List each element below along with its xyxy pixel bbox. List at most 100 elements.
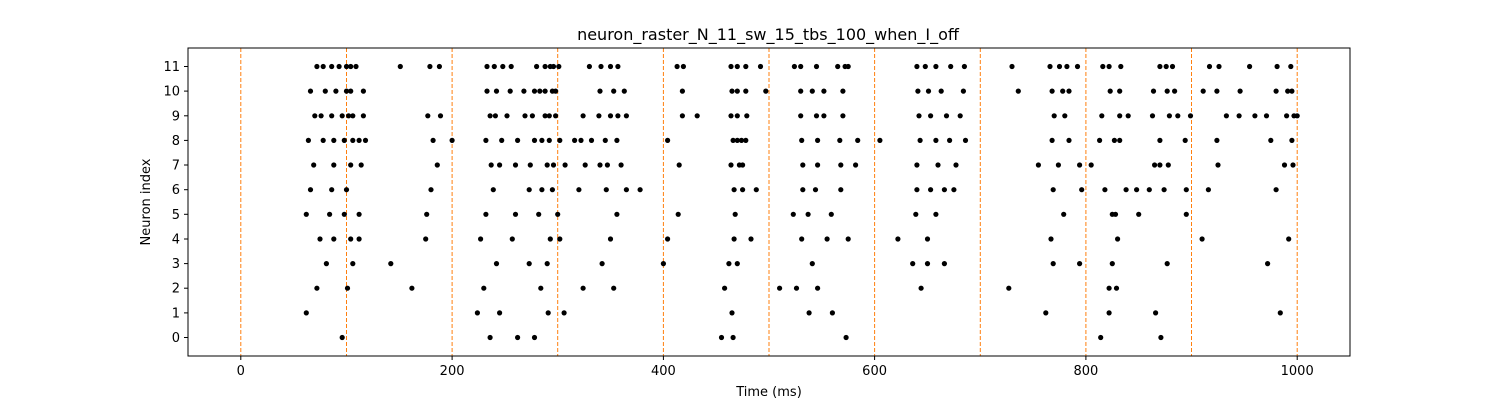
spike-point — [928, 187, 934, 193]
spike-point — [497, 310, 503, 316]
spike-point — [815, 162, 821, 168]
spike-point — [344, 285, 351, 291]
spike-point — [753, 187, 759, 193]
spike-point — [303, 211, 309, 217]
spike-point — [726, 261, 732, 267]
spike-point — [1060, 88, 1066, 94]
spike-point — [615, 113, 621, 119]
spike-point — [483, 137, 489, 143]
spike-point — [1066, 137, 1072, 143]
spike-point — [791, 63, 798, 70]
spike-point — [508, 63, 514, 70]
spike-point — [1113, 285, 1120, 291]
spike-point — [1281, 162, 1288, 168]
spike-point — [305, 137, 311, 143]
spike-point — [436, 63, 442, 70]
spike-point — [545, 310, 551, 316]
spike-point — [526, 187, 532, 193]
spike-point — [602, 137, 608, 143]
spike-point — [318, 113, 324, 119]
x-tick-label: 600 — [862, 364, 887, 379]
spike-point — [348, 162, 354, 168]
spike-point — [1175, 113, 1181, 119]
spike-point — [1117, 88, 1123, 94]
spike-point — [1247, 63, 1253, 70]
spike-point — [580, 285, 586, 291]
spike-point — [1164, 261, 1170, 267]
spike-point — [935, 162, 941, 168]
spike-point — [1157, 137, 1163, 143]
spike-point — [1165, 162, 1171, 168]
spike-point — [1062, 113, 1068, 119]
spike-point — [607, 236, 614, 242]
spike-point — [674, 63, 680, 70]
spike-point — [1200, 88, 1206, 94]
spike-point — [512, 211, 519, 217]
spike-point — [531, 88, 538, 94]
spike-point — [578, 137, 584, 143]
spike-point — [356, 211, 362, 217]
spike-point — [618, 162, 624, 168]
spike-point — [722, 285, 728, 291]
spike-point — [360, 88, 366, 94]
spike-point — [515, 137, 521, 143]
spike-point — [637, 187, 643, 193]
spike-point — [799, 236, 805, 242]
spike-point — [740, 187, 746, 193]
spike-point — [323, 261, 329, 267]
spike-point — [1066, 88, 1072, 94]
spike-point — [544, 261, 550, 267]
spike-points — [303, 63, 1300, 341]
y-tick-label: 10 — [163, 85, 180, 100]
spike-point — [680, 63, 687, 70]
spike-point — [744, 113, 750, 119]
spike-point — [960, 88, 967, 94]
spike-point — [913, 211, 919, 217]
x-tick-label: 800 — [1073, 364, 1098, 379]
spike-point — [933, 63, 939, 70]
spike-point — [430, 137, 436, 143]
spike-point — [623, 187, 630, 193]
spike-point — [1097, 137, 1103, 143]
spike-point — [327, 211, 333, 217]
spike-point — [1199, 236, 1205, 242]
x-tick-label: 400 — [651, 364, 676, 379]
spike-point — [805, 211, 811, 217]
spike-point — [799, 137, 805, 143]
spike-point — [621, 88, 627, 94]
spike-point — [329, 113, 335, 119]
spike-point — [1106, 63, 1112, 70]
spike-point — [360, 113, 366, 119]
spike-point — [1182, 137, 1188, 143]
spike-point — [331, 236, 337, 242]
spike-point — [348, 236, 354, 242]
spike-point — [1102, 187, 1108, 193]
spike-point — [734, 137, 740, 143]
spike-point — [1172, 88, 1178, 94]
spike-point — [317, 236, 323, 242]
spike-point — [1049, 137, 1055, 143]
spike-point — [320, 137, 326, 143]
y-tick-label: 4 — [172, 233, 180, 248]
spike-point — [743, 88, 749, 94]
spike-point — [1150, 88, 1157, 94]
spike-point — [1286, 236, 1292, 242]
spike-point — [549, 187, 556, 193]
spike-point — [331, 137, 337, 143]
spike-point — [1289, 137, 1295, 143]
spike-point — [607, 113, 614, 119]
spike-point — [728, 162, 734, 168]
spike-point — [1215, 162, 1221, 168]
spike-point — [534, 63, 540, 70]
spike-point — [924, 236, 931, 242]
spike-point — [1205, 187, 1211, 193]
spike-point — [916, 113, 922, 119]
spike-point — [607, 63, 614, 70]
x-tick-label: 1000 — [1281, 364, 1314, 379]
spike-point — [343, 187, 350, 193]
spike-point — [397, 63, 403, 70]
spike-point — [500, 63, 506, 70]
spike-point — [488, 162, 494, 168]
spike-point — [343, 88, 350, 94]
